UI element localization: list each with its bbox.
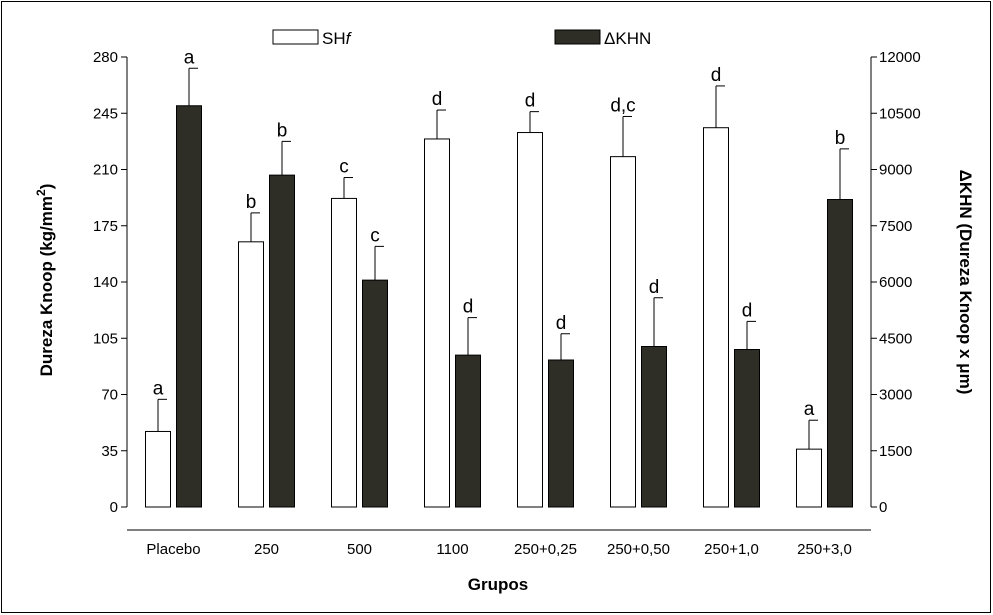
shf-bar	[424, 138, 450, 508]
y-tick-label: 140	[93, 274, 118, 291]
category-label: 250+0,50	[607, 541, 670, 558]
shf-bar-significance-label: a	[804, 399, 815, 420]
category-label: 500	[347, 541, 372, 558]
dkhn-bar	[827, 199, 853, 508]
y2-tick-label: 6000	[879, 274, 912, 291]
dkhn-bar-significance-label: d	[463, 297, 474, 318]
shf-bar-significance-label: d,c	[610, 95, 635, 116]
category-label: 1100	[436, 541, 468, 558]
shf-bar-significance-label: b	[246, 192, 257, 213]
shf-bar	[610, 156, 636, 508]
y-tick-label: 280	[93, 49, 118, 66]
y2-tick-label: 0	[879, 499, 887, 516]
shf-bar	[796, 448, 822, 508]
dkhn-bar	[455, 354, 481, 508]
dkhn-bar-significance-label: b	[277, 120, 288, 141]
y2-tick-label: 1500	[879, 443, 912, 460]
shf-bar-significance-label: c	[339, 157, 349, 178]
x-axis-title: Grupos	[468, 575, 528, 594]
category-label: 250	[254, 541, 279, 558]
labels: Placebo a a 250 b b 500 c c 1100 d d 250+0,25 d d 250+0…	[146, 47, 851, 558]
dkhn-bar	[269, 174, 295, 508]
y2-axis-title: ΔKHN (Dureza Knoop x μm)	[956, 170, 975, 395]
y-tick-label: 105	[93, 330, 118, 347]
y2-tick-label: 7500	[879, 218, 912, 235]
y2-tick-label: 10500	[879, 105, 921, 122]
dkhn-bar	[734, 349, 760, 508]
category-label: 250+1,0	[704, 541, 759, 558]
y2-tick-label: 9000	[879, 162, 912, 179]
legend-swatch-dkhn	[554, 29, 601, 45]
shf-bar	[238, 241, 264, 508]
dkhn-bar	[641, 346, 667, 508]
legend: SHf ΔKHN	[272, 29, 651, 48]
axes: 0 35 70 105 140 175 210 245 280 0 1500 3000 4500 6000…	[93, 49, 921, 531]
y-tick-label: 210	[93, 162, 118, 179]
category-label: Placebo	[146, 541, 200, 558]
y-tick-label: 245	[93, 105, 118, 122]
dkhn-bar-significance-label: c	[370, 225, 380, 246]
legend-label-shf: SHf	[322, 29, 353, 48]
y2-tick-label: 3000	[879, 387, 912, 404]
shf-bar-significance-label: a	[153, 378, 164, 399]
y-tick-label: 175	[93, 218, 118, 235]
shf-bar	[517, 132, 543, 508]
dkhn-bar-significance-label: d	[649, 277, 660, 298]
y2-tick-label: 12000	[879, 49, 921, 66]
shf-bar	[331, 197, 357, 508]
legend-label-dkhn: ΔKHN	[604, 29, 651, 48]
dkhn-bar-significance-label: a	[184, 47, 195, 68]
shf-bar-significance-label: d	[432, 89, 443, 110]
y-axis-title-close: )	[37, 184, 56, 190]
dkhn-bar	[176, 105, 202, 508]
dkhn-bar-significance-label: d	[556, 313, 567, 334]
legend-swatch-shf	[272, 29, 319, 45]
shf-bar	[145, 430, 171, 508]
y-axis-title-main: Dureza Knoop (kg/mm	[37, 196, 56, 376]
dkhn-bar-significance-label: d	[742, 300, 753, 321]
dkhn-bar	[548, 359, 574, 508]
shf-bar	[703, 127, 729, 508]
dkhn-bar	[362, 279, 388, 508]
dkhn-bar-significance-label: b	[835, 128, 846, 149]
shf-bar-significance-label: d	[525, 91, 536, 112]
y-axis-title-sup: 2	[34, 189, 48, 196]
y2-tick-label: 4500	[879, 330, 912, 347]
y-axis-title: Dureza Knoop (kg/mm2)	[34, 184, 56, 377]
y-tick-label: 0	[110, 499, 118, 516]
category-label: 250+3,0	[797, 541, 852, 558]
bars	[145, 67, 853, 508]
shf-bar-significance-label: d	[711, 65, 722, 86]
y-tick-label: 35	[101, 443, 118, 460]
category-label: 250+0,25	[514, 541, 577, 558]
y-tick-label: 70	[101, 387, 118, 404]
